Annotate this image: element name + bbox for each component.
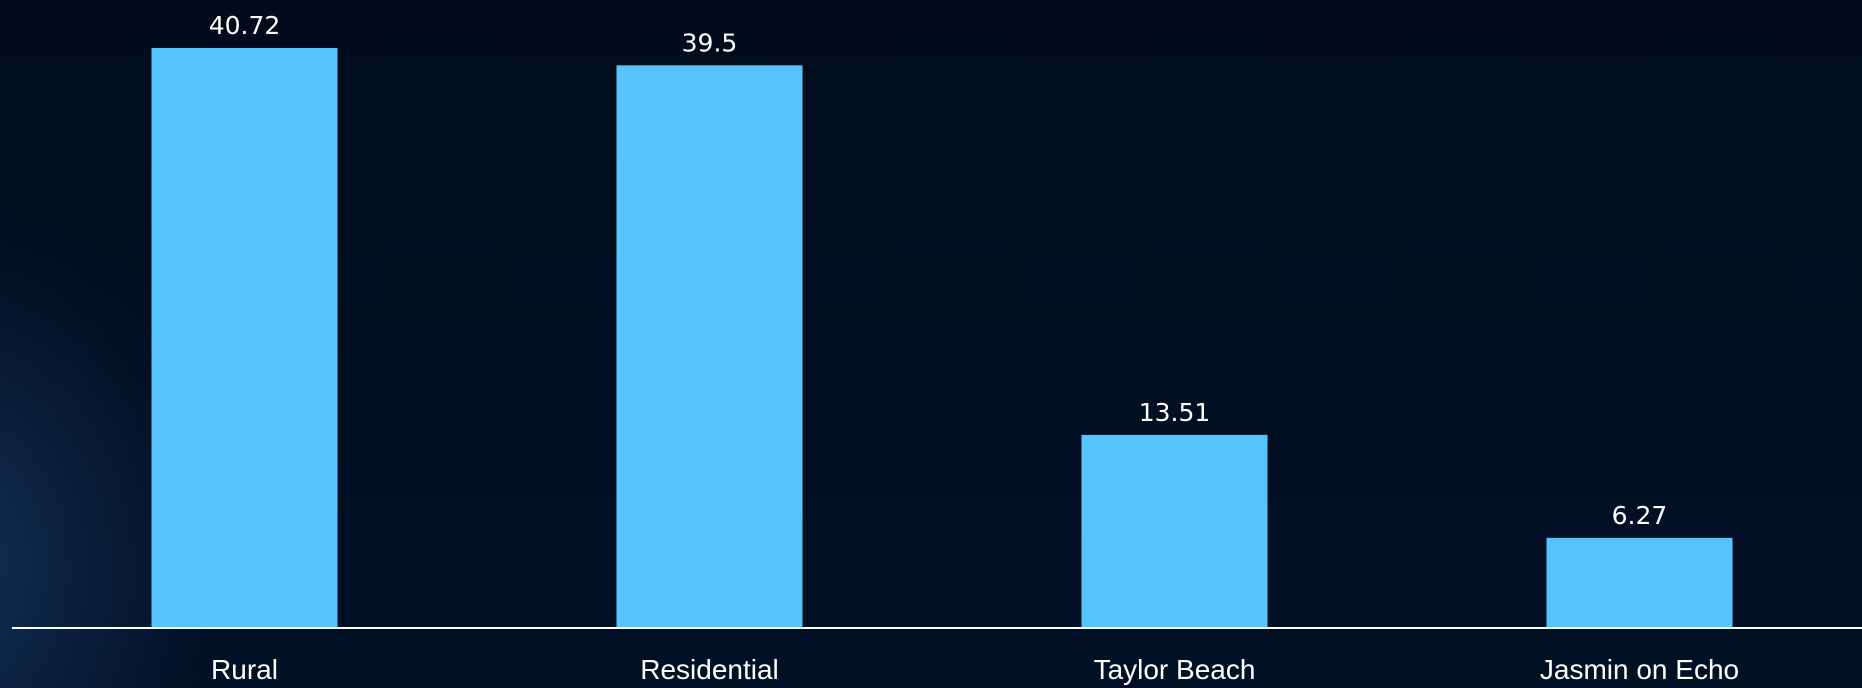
data-label-jasmin-on-echo: 6.27 [1612, 501, 1668, 530]
x-tick-label-taylor-beach: Taylor Beach [1094, 654, 1256, 685]
bar-residential [616, 65, 803, 628]
data-label-residential: 39.5 [682, 28, 738, 57]
bar-rural [151, 48, 338, 627]
bars-group [151, 48, 1733, 628]
bar-taylor-beach [1081, 434, 1268, 627]
data-label-rural: 40.72 [209, 11, 281, 40]
bar-jasmin-on-echo [1546, 537, 1733, 627]
x-tick-label-residential: Residential [640, 654, 779, 685]
x-tick-label-jasmin-on-echo: Jasmin on Echo [1540, 654, 1739, 685]
x-tick-label-rural: Rural [211, 654, 278, 685]
labels-group: 40.72 Rural 39.5 Residential 13.51 Taylor Bea… [209, 11, 1739, 685]
data-label-taylor-beach: 13.51 [1139, 398, 1211, 427]
